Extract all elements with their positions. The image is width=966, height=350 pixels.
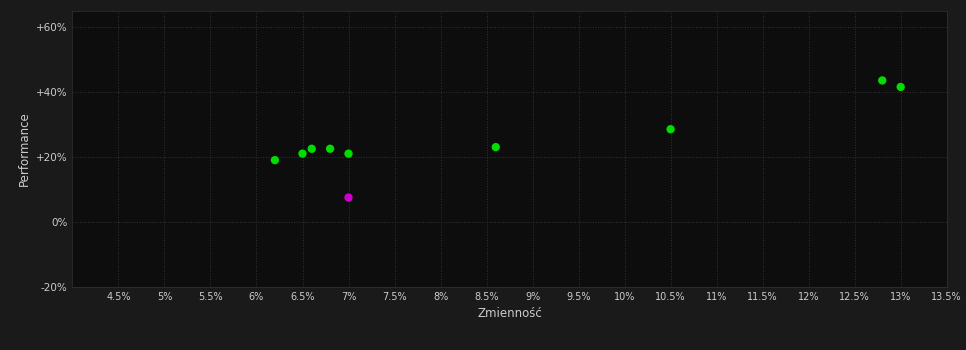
Point [874, 78, 890, 83]
X-axis label: Zmienność: Zmienność [477, 307, 542, 320]
Point [663, 126, 678, 132]
Point [268, 158, 283, 163]
Point [488, 144, 503, 150]
Point [304, 146, 320, 152]
Y-axis label: Performance: Performance [17, 111, 30, 186]
Point [295, 151, 310, 156]
Point [341, 151, 356, 156]
Point [893, 84, 908, 90]
Point [341, 195, 356, 200]
Point [323, 146, 338, 152]
